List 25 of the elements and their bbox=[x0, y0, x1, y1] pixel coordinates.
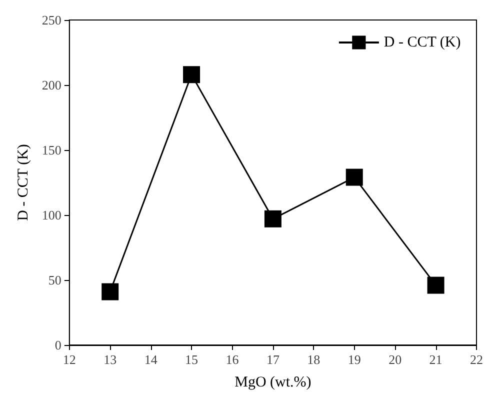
y-tick-label: 200 bbox=[42, 78, 62, 92]
y-tick-label: 250 bbox=[42, 12, 62, 28]
x-tick-label: 18 bbox=[307, 352, 320, 367]
x-tick-label: 20 bbox=[388, 352, 402, 367]
x-tick-label: 12 bbox=[62, 352, 76, 367]
point bbox=[264, 210, 282, 228]
point bbox=[427, 276, 444, 294]
x-tick-label: 17 bbox=[266, 352, 280, 367]
y-tick-label: 150 bbox=[42, 142, 62, 158]
y-tick-label: 100 bbox=[42, 208, 62, 222]
x-tick-label: 19 bbox=[348, 352, 361, 367]
x-tick-label: 21 bbox=[429, 352, 442, 367]
point bbox=[346, 168, 363, 186]
legend-label: D - CCT (K) bbox=[384, 34, 461, 50]
x-tick-label: 22 bbox=[470, 352, 483, 367]
x-tick-label: 15 bbox=[185, 352, 198, 367]
y-tick-label: 50 bbox=[48, 272, 62, 288]
x-tick-label: 16 bbox=[226, 352, 240, 367]
point bbox=[183, 66, 200, 84]
x-tick-label: 14 bbox=[144, 352, 158, 367]
y-tick-label: 0 bbox=[54, 338, 62, 352]
x-tick-label: 13 bbox=[104, 352, 117, 367]
point bbox=[102, 283, 119, 300]
x-axis-title: MgO (wt.%) bbox=[234, 374, 312, 390]
y-axis-title: D - CCT (K) bbox=[16, 144, 32, 221]
